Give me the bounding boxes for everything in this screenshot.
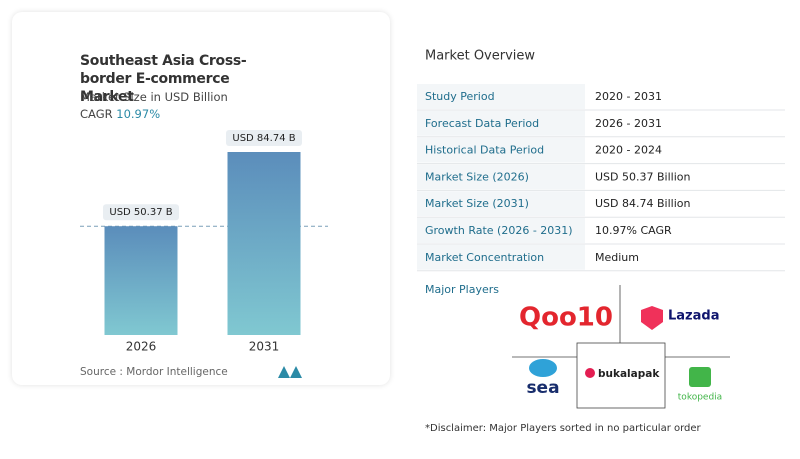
value-label-bg: [103, 204, 179, 221]
row-label-bg: [417, 84, 585, 109]
x-tick-label: 2031: [249, 340, 280, 354]
row-value: 2020 - 2024: [595, 144, 662, 157]
row-label: Market Concentration: [425, 251, 544, 264]
logo-icon: [689, 367, 711, 387]
logo: tokopedia: [678, 393, 722, 403]
row-label: Historical Data Period: [425, 144, 544, 157]
logo: Lazada: [668, 309, 719, 324]
value-label-bg: [226, 130, 302, 146]
row-label-bg: [417, 191, 585, 217]
row-label-bg: [417, 137, 585, 163]
row-value: 10.97% CAGR: [595, 224, 672, 237]
row-label: Study Period: [425, 90, 495, 103]
logo: bukalapak: [598, 368, 660, 380]
value-label: USD 50.37 B: [109, 207, 172, 218]
logo-icon: [641, 306, 663, 330]
row-value: 2026 - 2031: [595, 117, 662, 130]
value-label: USD 84.74 B: [232, 133, 295, 144]
row-label-bg: [417, 244, 585, 270]
logo-icon: [529, 359, 557, 377]
chart-card: [12, 12, 390, 385]
cagr-label: CAGR: [80, 107, 113, 121]
chart-subtitle: Market Size in USD Billion: [80, 90, 228, 104]
row-label: Growth Rate (2026 - 2031): [425, 224, 573, 237]
brand-logo: [278, 366, 302, 378]
overview-title: Market Overview: [425, 49, 535, 64]
row-label: Market Size (2031): [425, 197, 529, 210]
source: Source : Mordor Intelligence: [80, 366, 228, 378]
logo-box: [576, 342, 666, 409]
players-title: Major Players: [425, 283, 499, 296]
row-value: USD 50.37 Billion: [595, 170, 690, 183]
row-label: Market Size (2026): [425, 170, 529, 183]
row-value: USD 84.74 Billion: [595, 197, 690, 210]
logo: Qoo10: [519, 303, 613, 333]
cagr-value: 10.97%: [116, 107, 161, 121]
logo: sea: [526, 378, 559, 398]
bar: [227, 152, 301, 335]
row-label-bg: [417, 218, 585, 243]
x-tick-label: 2026: [126, 340, 157, 354]
row-value: 2020 - 2031: [595, 90, 662, 103]
row-label-bg: [417, 164, 585, 190]
row-value: Medium: [595, 251, 639, 264]
row-label-bg: [417, 110, 585, 136]
logo-icon: [585, 368, 595, 378]
bar: [104, 226, 178, 335]
chart-title: Southeast Asia Cross-border E-commerce M…: [80, 53, 247, 105]
row-label: Forecast Data Period: [425, 117, 539, 130]
disclaimer: *Disclaimer: Major Players sorted in no …: [425, 423, 702, 434]
cagr: CAGR 10.97%: [80, 107, 160, 121]
